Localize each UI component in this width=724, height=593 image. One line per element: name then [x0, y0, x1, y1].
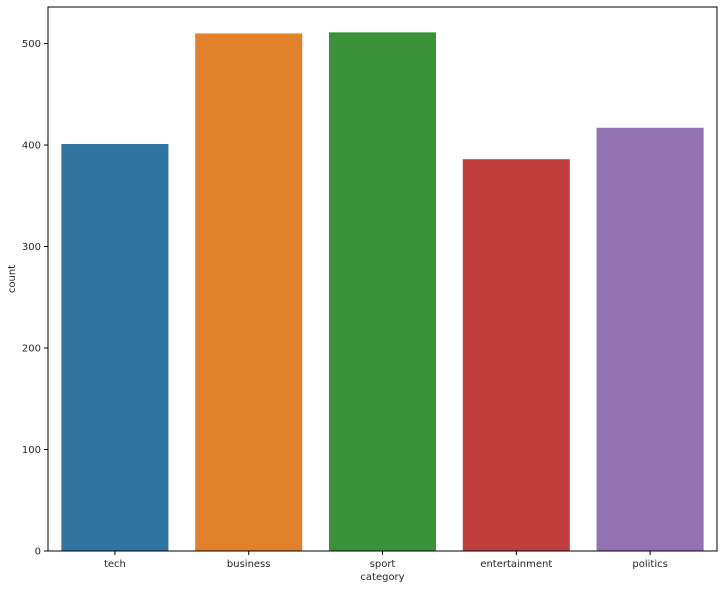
y-tick-label: 100 [22, 445, 41, 456]
x-tick-label-politics: politics [632, 559, 667, 570]
x-axis-ticks: tech business sport entertainment politics [104, 551, 668, 570]
bars-layer [61, 32, 704, 552]
y-tick-label: 300 [22, 242, 41, 253]
x-axis-label: category [360, 572, 404, 583]
bar-politics [596, 127, 704, 551]
y-axis-label: count [7, 265, 18, 293]
y-tick-label: 0 [35, 547, 41, 558]
x-tick-label-entertainment: entertainment [480, 559, 552, 570]
bar-business [195, 33, 303, 551]
bar-tech [61, 144, 169, 551]
bar-sport [328, 32, 437, 552]
x-tick-label-tech: tech [104, 559, 126, 570]
y-axis-ticks: 0 100 200 300 400 500 [22, 39, 48, 558]
y-tick-label: 200 [22, 344, 41, 355]
y-tick-label: 500 [22, 39, 41, 50]
bar-entertainment [462, 159, 570, 551]
x-tick-label-business: business [227, 559, 271, 570]
x-tick-label-sport: sport [370, 559, 396, 570]
y-tick-label: 400 [22, 141, 41, 152]
